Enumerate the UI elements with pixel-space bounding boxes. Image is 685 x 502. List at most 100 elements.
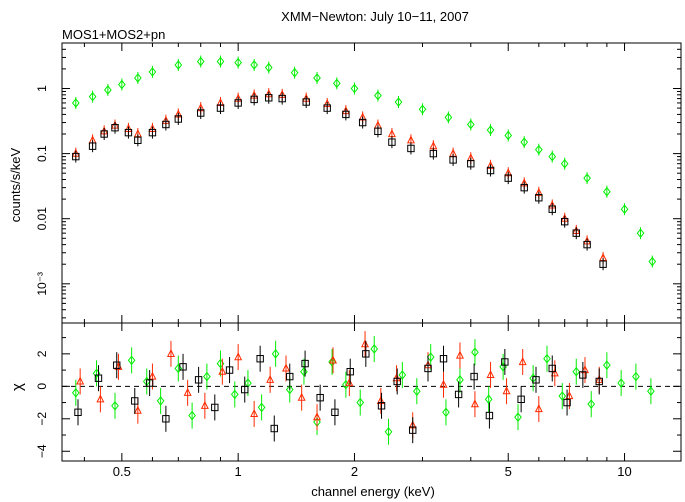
data-point xyxy=(485,411,494,420)
data-point xyxy=(583,240,591,249)
data-point xyxy=(548,364,556,373)
data-point xyxy=(518,357,527,366)
data-point xyxy=(250,95,258,104)
data-point xyxy=(424,364,432,373)
residual-axes-frame xyxy=(61,322,682,462)
data-point xyxy=(603,360,611,371)
data-point xyxy=(286,372,294,381)
data-point xyxy=(409,426,417,434)
data-point xyxy=(486,166,495,175)
y-tick-label: 1 xyxy=(35,85,49,92)
y-tick-label: 0.01 xyxy=(35,207,49,231)
y-axis-label-residuals: χ xyxy=(9,383,26,391)
data-point xyxy=(197,109,205,117)
data-point xyxy=(370,344,379,354)
y-tick-label: 2 xyxy=(35,350,49,357)
data-point xyxy=(131,397,139,405)
data-point xyxy=(313,412,322,421)
data-point xyxy=(356,397,365,408)
spectrum-series xyxy=(71,88,608,264)
data-point xyxy=(266,374,275,383)
data-point xyxy=(548,205,556,213)
data-point xyxy=(471,347,479,358)
data-point xyxy=(225,366,234,374)
residual-panel: 0.5 1 2 5 10 −4 −2 0 2 xyxy=(35,322,682,479)
data-point xyxy=(394,97,403,107)
data-point xyxy=(179,363,187,371)
data-point xyxy=(599,260,607,268)
data-point xyxy=(617,378,625,388)
data-point xyxy=(563,398,571,407)
data-point xyxy=(342,110,350,119)
data-point xyxy=(323,104,331,112)
data-point xyxy=(632,371,640,382)
data-point xyxy=(358,118,367,127)
data-point xyxy=(426,352,435,362)
data-point xyxy=(501,358,509,366)
data-point xyxy=(285,384,294,395)
data-point xyxy=(442,407,450,418)
y-tick-label: 10⁻³ xyxy=(35,272,49,296)
data-point xyxy=(94,374,103,382)
data-point xyxy=(133,405,142,414)
data-point xyxy=(595,377,603,386)
data-point xyxy=(216,56,225,67)
y-tick-label: −4 xyxy=(35,444,49,458)
data-point xyxy=(449,156,457,164)
data-point xyxy=(200,400,209,409)
data-point xyxy=(148,128,157,137)
data-point xyxy=(603,186,611,197)
data-point xyxy=(218,366,227,375)
data-point xyxy=(74,408,82,416)
spectrum-panel: 1 0.1 0.01 10⁻³ xyxy=(35,42,682,324)
chart-title: XMM−Newton: July 10−11, 2007 xyxy=(281,9,469,24)
data-point xyxy=(282,363,291,372)
data-point xyxy=(96,394,105,403)
data-point xyxy=(203,371,211,382)
data-point xyxy=(535,194,543,202)
data-point xyxy=(166,348,175,357)
data-point xyxy=(350,83,359,94)
data-point xyxy=(439,355,448,363)
data-point xyxy=(183,387,192,396)
data-point xyxy=(520,137,529,147)
data-point xyxy=(532,376,540,384)
data-point xyxy=(316,393,324,402)
data-point xyxy=(520,183,528,192)
data-point xyxy=(636,228,645,238)
data-point xyxy=(565,391,574,400)
data-point xyxy=(290,67,299,78)
data-point xyxy=(162,120,170,129)
data-point xyxy=(256,355,264,363)
data-point xyxy=(429,149,438,158)
data-point xyxy=(211,403,219,412)
data-point xyxy=(88,91,97,102)
data-point xyxy=(104,85,112,95)
data-point xyxy=(486,125,495,135)
data-point xyxy=(127,355,136,366)
data-point xyxy=(257,402,266,413)
data-point xyxy=(145,379,154,387)
data-point xyxy=(504,174,512,182)
data-point xyxy=(162,415,170,423)
data-point xyxy=(71,388,80,398)
data-point xyxy=(342,379,350,390)
data-point xyxy=(648,256,657,267)
data-point xyxy=(376,396,385,405)
x-tick-label: 2 xyxy=(351,464,358,479)
data-point xyxy=(455,350,464,359)
data-point xyxy=(517,395,525,404)
data-point xyxy=(194,376,203,384)
chart-subtitle: MOS1+MOS2+pn xyxy=(62,27,165,42)
data-point xyxy=(188,410,196,421)
data-point xyxy=(331,408,339,416)
spectrum-axes-frame xyxy=(61,42,682,324)
data-point xyxy=(407,144,415,153)
data-point xyxy=(392,373,401,382)
data-point xyxy=(196,56,205,67)
data-point xyxy=(250,408,259,418)
x-tick-label: 1 xyxy=(235,464,242,479)
data-point xyxy=(444,112,453,123)
spectrum-series xyxy=(71,55,657,268)
data-point xyxy=(174,60,183,70)
